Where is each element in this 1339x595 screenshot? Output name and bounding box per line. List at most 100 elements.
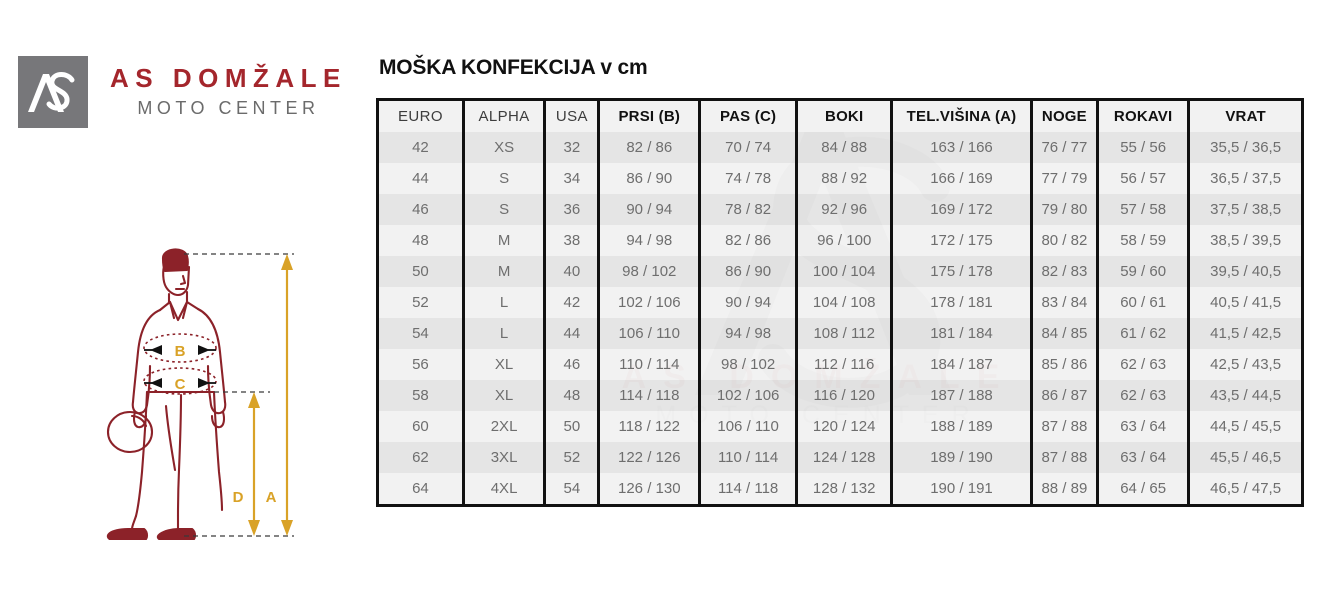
cell-boki: 100 / 104 — [795, 256, 894, 287]
cell-alpha: 3XL — [461, 442, 547, 473]
cell-pas: 106 / 110 — [698, 411, 799, 442]
table-row: 54 L 44 106 / 110 94 / 98 108 / 112 181 / 184 8… — [379, 318, 1301, 349]
cell-noge: 87 / 88 — [1029, 442, 1100, 473]
cell-visina: 169 / 172 — [890, 194, 1033, 225]
cell-euro: 52 — [379, 287, 465, 318]
cell-rokavi: 64 / 65 — [1096, 473, 1191, 504]
cell-rokavi: 56 / 57 — [1096, 163, 1191, 194]
cell-euro: 54 — [379, 318, 465, 349]
cell-usa: 54 — [543, 473, 601, 504]
cell-rokavi: 60 / 61 — [1096, 287, 1191, 318]
cell-usa: 32 — [543, 132, 601, 163]
cell-prsi: 90 / 94 — [597, 194, 702, 225]
cell-visina: 163 / 166 — [890, 132, 1033, 163]
svg-text:D: D — [233, 489, 244, 506]
cell-rokavi: 63 / 64 — [1096, 411, 1191, 442]
cell-rokavi: 57 / 58 — [1096, 194, 1191, 225]
table-row: 50 M 40 98 / 102 86 / 90 100 / 104 175 / 178 82… — [379, 256, 1301, 287]
cell-visina: 178 / 181 — [890, 287, 1033, 318]
cell-pas: 110 / 114 — [698, 442, 799, 473]
cell-euro: 64 — [379, 473, 465, 504]
cell-euro: 42 — [379, 132, 465, 163]
cell-pas: 70 / 74 — [698, 132, 799, 163]
cell-rokavi: 61 / 62 — [1096, 318, 1191, 349]
table-row: 62 3XL 52 122 / 126 110 / 114 124 / 128 189 / … — [379, 442, 1301, 473]
cell-boki: 92 / 96 — [795, 194, 894, 225]
cell-usa: 48 — [543, 380, 601, 411]
cell-pas: 74 / 78 — [698, 163, 799, 194]
cell-euro: 62 — [379, 442, 465, 473]
column-header-visina: TEL.VIŠINA (A) — [890, 101, 1033, 132]
cell-pas: 82 / 86 — [698, 225, 799, 256]
cell-noge: 86 / 87 — [1029, 380, 1100, 411]
cell-alpha: XL — [461, 380, 547, 411]
column-header-rokavi: ROKAVI — [1096, 101, 1191, 132]
cell-pas: 102 / 106 — [698, 380, 799, 411]
cell-euro: 46 — [379, 194, 465, 225]
cell-vrat: 40,5 / 41,5 — [1187, 287, 1301, 318]
table-row: 58 XL 48 114 / 118 102 / 106 116 / 120 187 / 1… — [379, 380, 1301, 411]
marker-label-c: C — [175, 376, 186, 393]
column-header-prsi: PRSI (B) — [597, 101, 702, 132]
cell-alpha: 2XL — [461, 411, 547, 442]
size-table: EURO ALPHA USA PRSI (B) PAS (C) BOKI TEL… — [379, 101, 1301, 504]
cell-prsi: 118 / 122 — [597, 411, 702, 442]
cell-visina: 189 / 190 — [890, 442, 1033, 473]
cell-prsi: 122 / 126 — [597, 442, 702, 473]
cell-pas: 90 / 94 — [698, 287, 799, 318]
cell-prsi: 94 / 98 — [597, 225, 702, 256]
as-monogram-icon — [18, 56, 88, 128]
cell-prsi: 114 / 118 — [597, 380, 702, 411]
cell-usa: 52 — [543, 442, 601, 473]
cell-noge: 88 / 89 — [1029, 473, 1100, 504]
cell-visina: 190 / 191 — [890, 473, 1033, 504]
cell-prsi: 106 / 110 — [597, 318, 702, 349]
cell-vrat: 36,5 / 37,5 — [1187, 163, 1301, 194]
cell-rokavi: 63 / 64 — [1096, 442, 1191, 473]
cell-prsi: 98 / 102 — [597, 256, 702, 287]
cell-alpha: S — [461, 163, 547, 194]
cell-prsi: 86 / 90 — [597, 163, 702, 194]
cell-rokavi: 62 / 63 — [1096, 380, 1191, 411]
column-header-usa: USA — [543, 101, 601, 132]
table-row: 44 S 34 86 / 90 74 / 78 88 / 92 166 / 169 77 / … — [379, 163, 1301, 194]
cell-boki: 88 / 92 — [795, 163, 894, 194]
cell-vrat: 41,5 / 42,5 — [1187, 318, 1301, 349]
table-row: 56 XL 46 110 / 114 98 / 102 112 / 116 184 / 18… — [379, 349, 1301, 380]
cell-alpha: 4XL — [461, 473, 547, 504]
cell-noge: 87 / 88 — [1029, 411, 1100, 442]
cell-pas: 114 / 118 — [698, 473, 799, 504]
cell-boki: 120 / 124 — [795, 411, 894, 442]
brand-logo: AS DOMŽALE MOTO CENTER — [18, 56, 347, 128]
cell-pas: 86 / 90 — [698, 256, 799, 287]
cell-usa: 42 — [543, 287, 601, 318]
cell-boki: 128 / 132 — [795, 473, 894, 504]
cell-visina: 166 / 169 — [890, 163, 1033, 194]
cell-rokavi: 59 / 60 — [1096, 256, 1191, 287]
cell-usa: 50 — [543, 411, 601, 442]
table-row: 52 L 42 102 / 106 90 / 94 104 / 108 178 / 181 8… — [379, 287, 1301, 318]
brand-subtitle: MOTO CENTER — [137, 98, 320, 119]
column-header-noge: NOGE — [1029, 101, 1100, 132]
cell-usa: 44 — [543, 318, 601, 349]
cell-euro: 50 — [379, 256, 465, 287]
cell-euro: 44 — [379, 163, 465, 194]
table-row: 46 S 36 90 / 94 78 / 82 92 / 96 169 / 172 79 / … — [379, 194, 1301, 225]
cell-vrat: 43,5 / 44,5 — [1187, 380, 1301, 411]
column-header-alpha: ALPHA — [461, 101, 547, 132]
page-title: MOŠKA KONFEKCIJA v cm — [379, 56, 648, 79]
measurement-figure: B C A D — [88, 240, 308, 542]
table-row: 42 XS 32 82 / 86 70 / 74 84 / 88 163 / 166 76 /… — [379, 132, 1301, 163]
cell-visina: 187 / 188 — [890, 380, 1033, 411]
cell-visina: 188 / 189 — [890, 411, 1033, 442]
cell-euro: 58 — [379, 380, 465, 411]
cell-boki: 96 / 100 — [795, 225, 894, 256]
size-table-container: AS DOMŽALE MOTO CENTER EURO ALPHA USA PR… — [376, 98, 1304, 507]
table-row: 48 M 38 94 / 98 82 / 86 96 / 100 172 / 175 80 /… — [379, 225, 1301, 256]
column-header-euro: EURO — [379, 101, 465, 132]
cell-euro: 60 — [379, 411, 465, 442]
size-chart-block: MOŠKA KONFEKCIJA v cm AS DOMŽALE MOTO CE… — [376, 56, 1304, 507]
cell-boki: 116 / 120 — [795, 380, 894, 411]
cell-usa: 36 — [543, 194, 601, 225]
cell-usa: 46 — [543, 349, 601, 380]
